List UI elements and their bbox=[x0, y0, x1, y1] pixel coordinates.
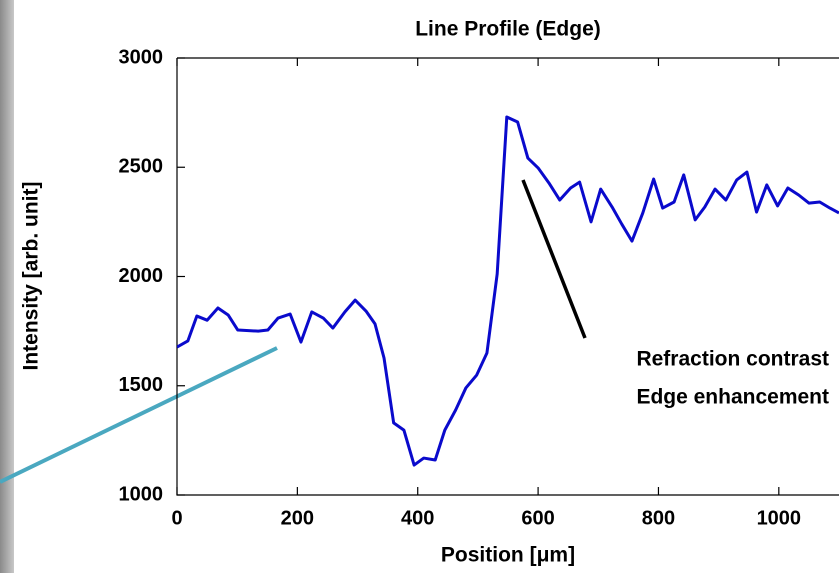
annotation: Refraction contrast bbox=[636, 348, 829, 371]
y-tick-label: 1500 bbox=[119, 374, 164, 396]
y-tick-label: 2000 bbox=[119, 265, 164, 287]
plot-frame bbox=[176, 57, 839, 496]
data-line bbox=[177, 115, 839, 467]
x-tick-label: 200 bbox=[281, 507, 314, 529]
background-strip bbox=[0, 0, 14, 573]
y-tick-label: 2500 bbox=[119, 156, 164, 178]
x-tick-label: 0 bbox=[171, 507, 182, 529]
x-axis-label: Position [μm] bbox=[441, 544, 575, 567]
annotation: Edge enhancement bbox=[636, 386, 829, 409]
pointer-line bbox=[0, 346, 278, 484]
x-tick-label: 800 bbox=[642, 507, 675, 529]
x-tick-label: 1000 bbox=[757, 507, 802, 529]
x-tick-label: 400 bbox=[401, 507, 434, 529]
x-tick-label: 600 bbox=[521, 507, 554, 529]
y-axis-label: Intensity [arb. unit] bbox=[20, 182, 43, 371]
y-tick-label: 1000 bbox=[119, 483, 164, 505]
y-tick-label: 3000 bbox=[119, 46, 164, 68]
annotation-arrow bbox=[521, 179, 587, 339]
chart-title: Line Profile (Edge) bbox=[415, 18, 601, 41]
